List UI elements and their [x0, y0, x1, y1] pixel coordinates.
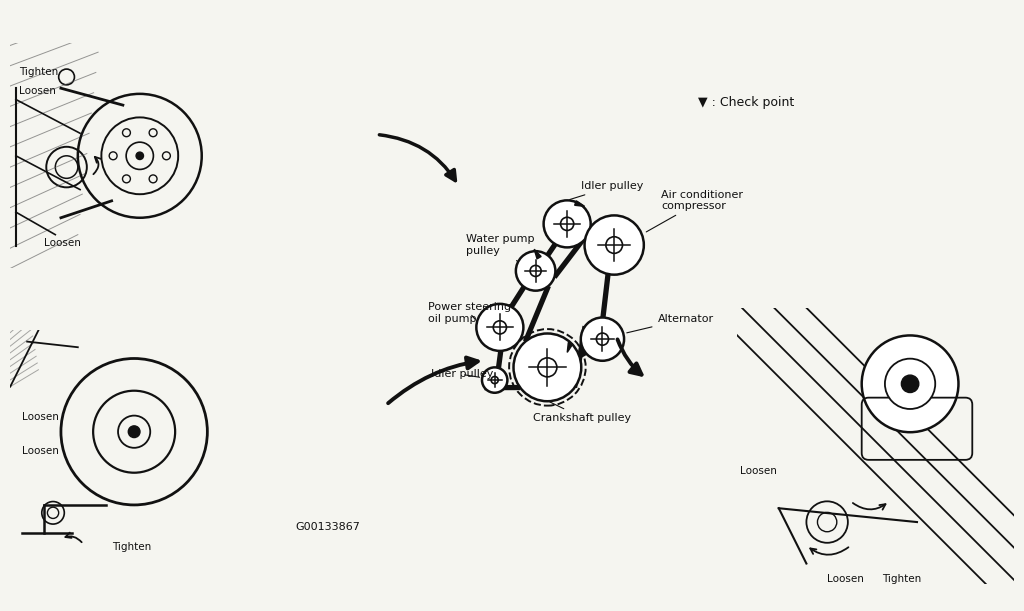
- Text: Loosen: Loosen: [44, 238, 81, 248]
- Polygon shape: [567, 342, 572, 353]
- Text: Tighten: Tighten: [19, 67, 58, 77]
- Text: Loosen: Loosen: [19, 86, 56, 96]
- Text: Air conditioner
compressor: Air conditioner compressor: [646, 189, 743, 232]
- FancyArrowPatch shape: [93, 157, 100, 174]
- Circle shape: [513, 334, 582, 401]
- Polygon shape: [535, 249, 541, 259]
- Text: G00133867: G00133867: [295, 522, 360, 532]
- Text: Alternator: Alternator: [627, 314, 714, 333]
- Text: Water pump
pulley: Water pump pulley: [466, 234, 535, 262]
- Circle shape: [861, 335, 958, 432]
- Circle shape: [581, 318, 624, 360]
- Polygon shape: [574, 201, 585, 207]
- Text: Power steering
oil pump: Power steering oil pump: [428, 302, 511, 324]
- Circle shape: [885, 359, 935, 409]
- FancyArrowPatch shape: [810, 547, 849, 555]
- FancyArrowPatch shape: [66, 533, 82, 542]
- Circle shape: [544, 200, 591, 247]
- Circle shape: [482, 367, 508, 393]
- Circle shape: [516, 251, 555, 291]
- FancyArrowPatch shape: [853, 503, 886, 510]
- Circle shape: [136, 152, 143, 159]
- Text: Idler pulley: Idler pulley: [569, 181, 644, 200]
- Text: Idler pulley: Idler pulley: [431, 370, 494, 379]
- Circle shape: [476, 304, 523, 351]
- Text: Tighten: Tighten: [112, 542, 151, 552]
- Circle shape: [901, 375, 919, 392]
- Text: Loosen: Loosen: [827, 574, 864, 584]
- Text: Tighten: Tighten: [883, 574, 922, 584]
- Text: ▼ : Check point: ▼ : Check point: [698, 96, 795, 109]
- Circle shape: [585, 216, 644, 275]
- Text: Loosen: Loosen: [740, 466, 777, 476]
- Circle shape: [128, 426, 140, 437]
- Text: Crankshaft pulley: Crankshaft pulley: [534, 402, 632, 423]
- Text: Loosen: Loosen: [22, 412, 58, 422]
- Text: Loosen: Loosen: [22, 446, 58, 456]
